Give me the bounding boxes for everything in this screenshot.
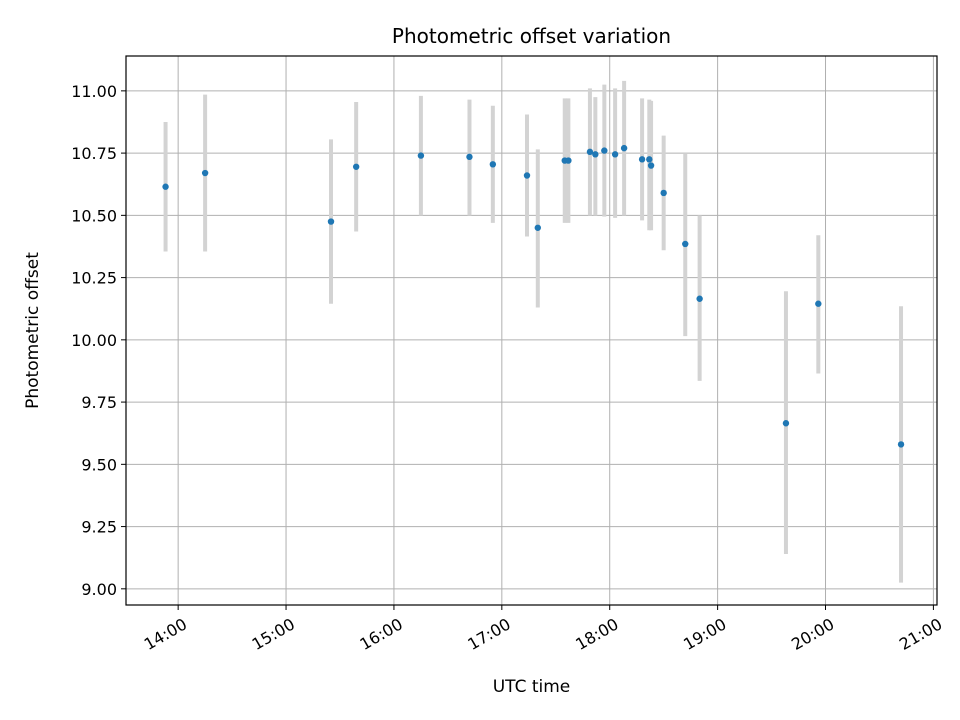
- chart-title: Photometric offset variation: [392, 24, 671, 48]
- data-point: [327, 218, 335, 225]
- data-point: [782, 420, 790, 427]
- y-tick-label: 10.25: [71, 269, 117, 288]
- data-point: [660, 189, 667, 197]
- data-point: [565, 157, 572, 164]
- x-axis-label: UTC time: [493, 677, 571, 697]
- data-point: [466, 153, 473, 161]
- data-point: [611, 151, 619, 158]
- plot-frame: [125, 55, 938, 606]
- data-point: [489, 161, 497, 168]
- y-tick-label: 9.25: [81, 518, 117, 537]
- plot-area: [126, 56, 937, 605]
- data-point: [647, 162, 655, 169]
- data-point: [523, 172, 531, 179]
- y-tick-label: 9.75: [81, 393, 117, 412]
- y-tick-label: 10.00: [71, 331, 117, 350]
- y-tick-label: 11.00: [71, 82, 117, 101]
- data-point: [162, 183, 169, 190]
- y-tick-label: 9.00: [81, 580, 117, 599]
- data-point: [638, 156, 646, 163]
- point-layer: [162, 144, 905, 448]
- data-point: [352, 163, 360, 170]
- data-point: [586, 148, 594, 156]
- data-point: [417, 152, 425, 159]
- data-point: [897, 441, 905, 448]
- data-point: [815, 300, 822, 307]
- data-point: [620, 144, 628, 152]
- data-point: [646, 156, 653, 163]
- y-tick-label: 9.50: [81, 455, 117, 474]
- data-point: [696, 295, 703, 302]
- data-point: [592, 151, 599, 158]
- y-tick-label: 10.50: [71, 206, 117, 225]
- y-axis-label: Photometric offset: [23, 252, 43, 409]
- grid-layer: [126, 56, 937, 605]
- data-point: [534, 224, 541, 231]
- data-point: [682, 240, 689, 248]
- data-point: [601, 147, 608, 154]
- data-point: [201, 169, 209, 177]
- y-tick-label: 10.75: [71, 144, 117, 163]
